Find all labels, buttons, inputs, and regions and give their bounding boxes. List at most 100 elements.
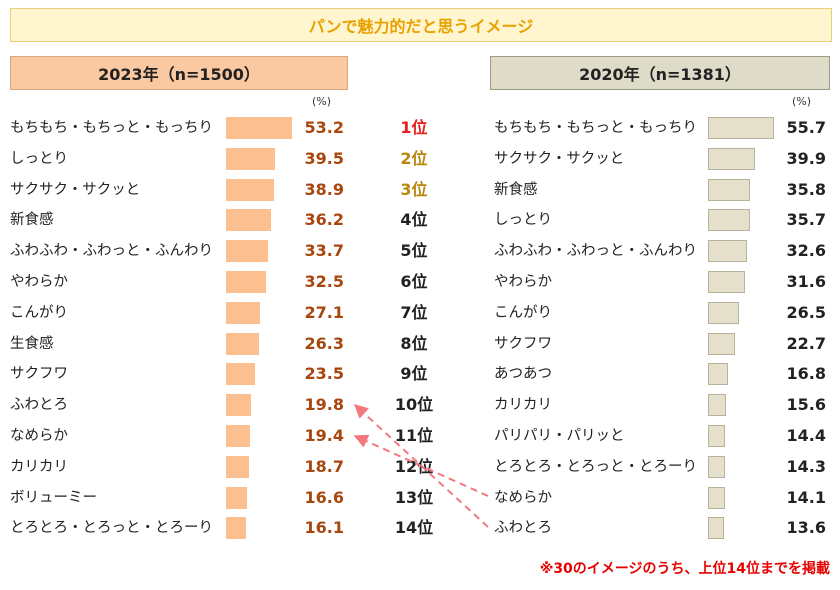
rank-6: 6位 [400,272,428,291]
value-2020-12: 14.3 [786,456,826,476]
rank-10: 10位 [394,395,434,415]
label-2020-14: ふわとろ [494,520,552,537]
bar-2020-10 [708,394,727,417]
bar-2020-2 [708,147,756,170]
value-2020-6: 31.6 [786,272,826,291]
value-2020-11: 14.4 [786,426,826,445]
label-2020-13: なめらか [494,489,552,506]
unit-label-2023: (%) [312,95,332,108]
label-2023-11: なめらか [10,428,68,444]
label-2020-5: ふわふわ・ふわっと・ふんわり [494,243,697,260]
rank-5: 5位 [400,241,428,261]
value-2020-8: 22.7 [786,333,826,353]
value-2023-14: 16.1 [304,518,344,538]
value-2023-8: 26.3 [304,333,344,353]
value-2023-5: 33.7 [304,241,344,261]
bar-2020-3 [708,178,751,201]
bar-2020-1 [708,117,774,139]
value-2023-4: 36.2 [304,210,344,230]
label-2020-8: サクフワ [494,335,552,352]
bar-2023-12 [226,455,250,478]
bar-2023-4 [226,209,271,232]
header-2023: 2023年（n=1500） [10,56,348,90]
rank-12: 12位 [394,456,434,476]
bar-2020-6 [708,271,746,293]
value-2023-9: 23.5 [304,364,344,384]
bar-2020-5 [708,240,747,263]
bar-2020-14 [708,517,725,540]
bar-2023-11 [226,425,251,447]
bar-2020-11 [708,425,726,447]
value-2023-13: 16.6 [304,487,344,507]
bar-2023-7 [226,301,260,324]
value-2023-7: 27.1 [304,302,344,322]
label-2020-11: パリパリ・パリッと [494,428,625,444]
bar-2023-6 [226,271,267,293]
label-2023-2: しっとり [10,150,68,167]
rank-4: 4位 [400,210,428,230]
label-2020-3: 新食感 [494,181,538,198]
label-2023-10: ふわとろ [10,397,68,414]
bar-2023-10 [226,394,251,417]
bar-2023-14 [226,517,246,540]
value-2020-9: 16.8 [786,364,826,384]
label-2020-7: こんがり [494,304,552,321]
bar-2023-5 [226,240,268,263]
rank-8: 8位 [400,333,428,353]
bar-2023-9 [226,363,256,386]
label-2023-8: 生食感 [10,335,54,352]
bar-2020-9 [708,363,728,386]
bar-2023-1 [226,117,292,139]
chart-title-box: パンで魅力的だと思うイメージ [10,8,832,42]
label-2020-9: あつあつ [494,366,552,383]
label-2023-14: とろとろ・とろっと・とろーり [10,520,213,537]
label-2020-1: もちもち・もちっと・もっちり [494,120,697,136]
bar-2023-8 [226,332,259,355]
rank-3: 3位 [400,179,428,199]
label-2023-13: ボリューミー [10,489,97,506]
bar-2023-13 [226,486,247,509]
value-2020-10: 15.6 [786,395,826,415]
label-2023-3: サクサク・サクッと [10,181,141,198]
value-2020-3: 35.8 [786,179,826,199]
bar-2020-12 [708,455,725,478]
header-2020: 2020年（n=1381） [490,56,830,90]
label-2023-4: 新食感 [10,212,54,229]
label-2023-7: こんがり [10,304,68,321]
label-2023-12: カリカリ [10,458,68,475]
bar-2020-13 [708,486,725,509]
value-2020-2: 39.9 [786,148,826,168]
value-2020-4: 35.7 [786,210,826,230]
label-2023-5: ふわふわ・ふわっと・ふんわり [10,243,213,260]
label-2020-2: サクサク・サクッと [494,150,625,167]
rank-2: 2位 [400,148,428,168]
value-2020-5: 32.6 [786,241,826,261]
unit-label-2020: (%) [792,95,812,108]
label-2020-10: カリカリ [494,397,552,414]
label-2020-4: しっとり [494,212,552,229]
label-2020-6: やわらか [494,274,552,290]
rank-7: 7位 [400,302,428,322]
rank-14: 14位 [394,518,434,538]
chart-title: パンで魅力的だと思うイメージ [308,17,534,36]
bar-2020-4 [708,209,751,232]
label-2023-6: やわらか [10,274,68,290]
value-2020-14: 13.6 [786,518,826,538]
bar-2020-7 [708,301,740,324]
value-2023-2: 39.5 [304,148,344,168]
label-2020-12: とろとろ・とろっと・とろーり [494,458,697,475]
bar-2023-3 [226,178,275,201]
value-2020-1: 55.7 [786,118,826,137]
bar-2023-2 [226,147,275,170]
footnote: ※30のイメージのうち、上位14位までを掲載 [539,561,830,577]
rank-1: 1位 [400,118,428,137]
value-2023-12: 18.7 [304,456,344,476]
bar-2020-8 [708,332,735,355]
label-2023-1: もちもち・もちっと・もっちり [10,120,213,136]
value-2020-7: 26.5 [786,302,826,322]
value-2020-13: 14.1 [786,487,826,507]
value-2023-10: 19.8 [304,395,344,415]
rank-9: 9位 [400,364,428,384]
label-2023-9: サクフワ [10,366,68,383]
rank-13: 13位 [394,487,434,507]
